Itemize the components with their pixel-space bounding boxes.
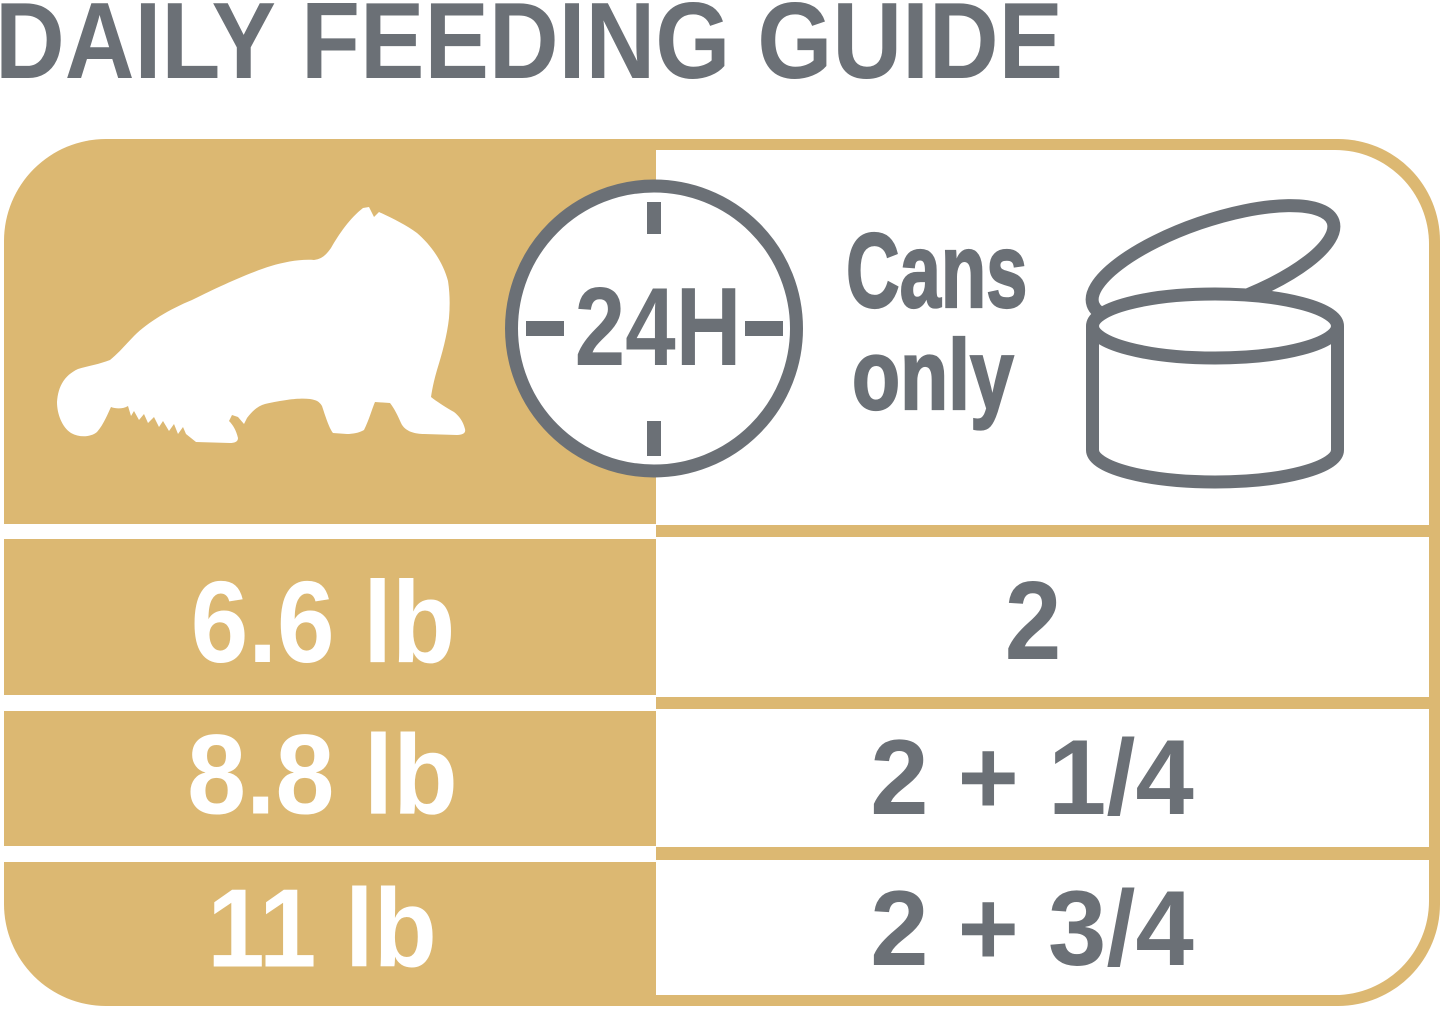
svg-text:6.6 lb: 6.6 lb [191, 559, 456, 688]
svg-text:only: only [852, 319, 1014, 430]
svg-text:24H: 24H [575, 264, 742, 389]
svg-text:2 + 3/4: 2 + 3/4 [870, 869, 1194, 988]
svg-text:Cans: Cans [846, 212, 1027, 330]
svg-text:11 lb: 11 lb [207, 866, 437, 990]
svg-text:2 + 1/4: 2 + 1/4 [870, 718, 1194, 837]
svg-text:8.8 lb: 8.8 lb [187, 712, 458, 838]
svg-text:2: 2 [1005, 558, 1062, 684]
svg-text:DAILY FEEDING GUIDE: DAILY FEEDING GUIDE [0, 0, 1063, 101]
